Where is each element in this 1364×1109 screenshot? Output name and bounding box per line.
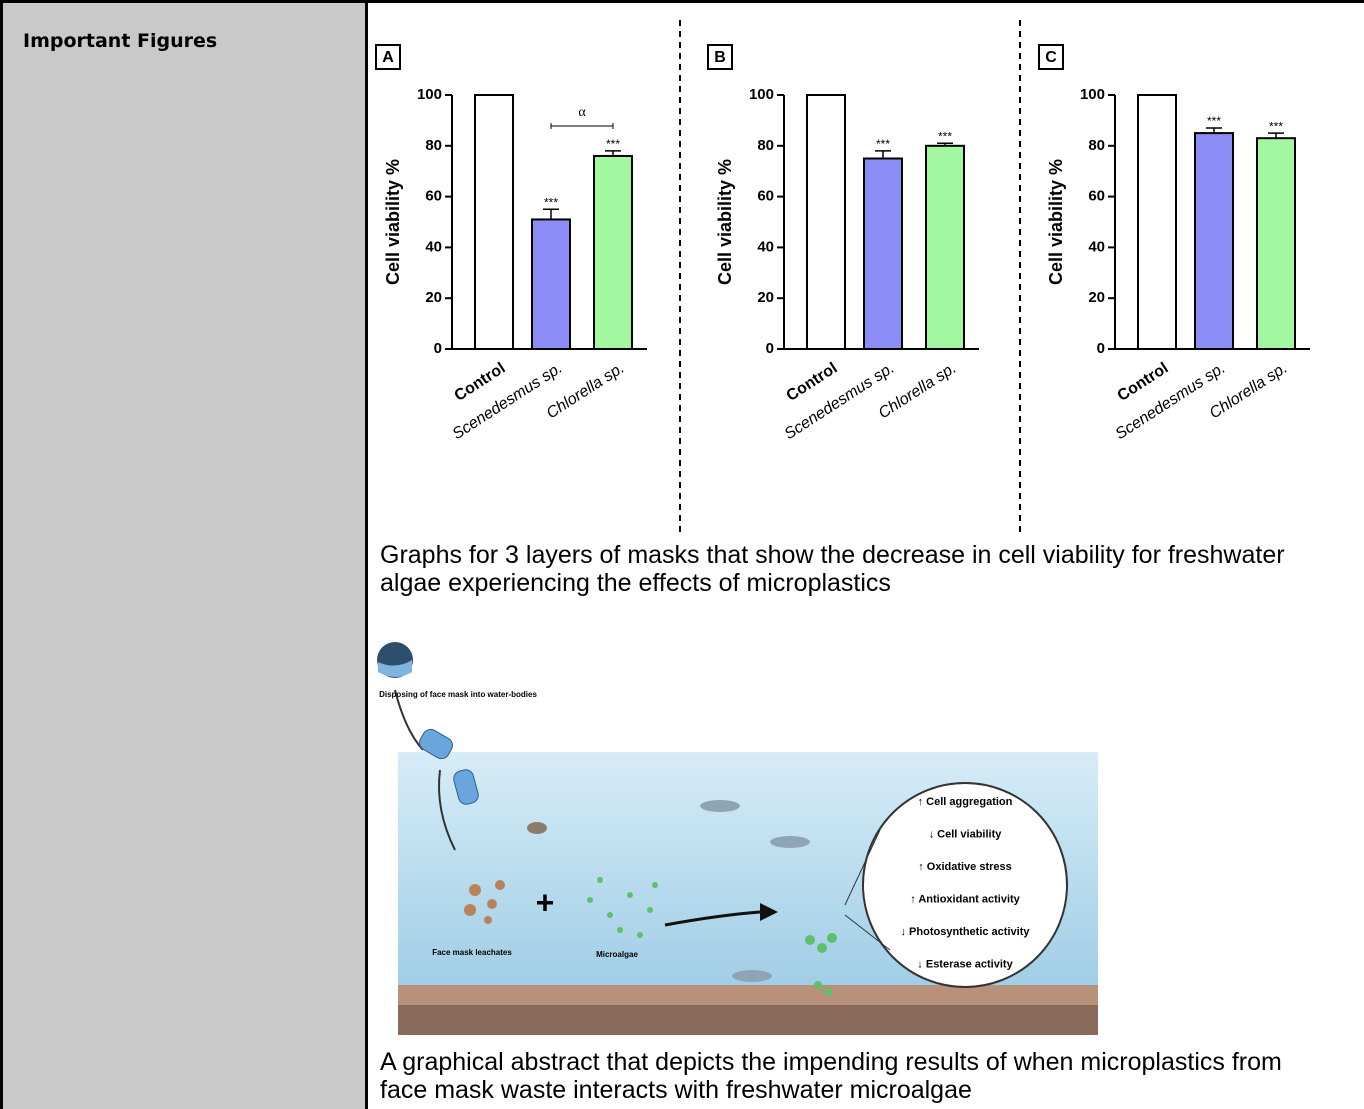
y-tick-label: 100 xyxy=(417,86,442,103)
y-tick-label: 100 xyxy=(1080,86,1105,103)
error-bar xyxy=(543,209,559,219)
abstract-text: Face mask leachates xyxy=(432,948,512,957)
y-tick-label: 0 xyxy=(1097,340,1105,357)
y-tick-label: 20 xyxy=(425,289,442,306)
bar xyxy=(1195,133,1233,349)
y-tick-label: 0 xyxy=(766,340,774,357)
bracket-label: α xyxy=(578,105,586,120)
y-tick-label: 80 xyxy=(425,137,442,154)
panel-label: C xyxy=(1045,49,1057,66)
significance: *** xyxy=(544,195,558,209)
error-bar xyxy=(875,151,891,159)
y-tick-label: 80 xyxy=(1088,137,1105,154)
bracket xyxy=(551,123,613,129)
effect: ↑ Cell aggregation xyxy=(918,796,1013,808)
x-tick-label: Scenedesmus sp. xyxy=(782,360,898,444)
significance: *** xyxy=(938,129,952,143)
bar xyxy=(475,95,513,349)
y-tick-label: 20 xyxy=(757,289,774,306)
y-tick-label: 40 xyxy=(1088,238,1105,255)
abstract-text: Microalgae xyxy=(596,950,638,959)
y-axis-label: Cell viability % xyxy=(383,159,403,285)
bar xyxy=(864,159,902,350)
abstract-text: Disposing of face mask into water-bodies xyxy=(379,690,537,699)
y-tick-label: 60 xyxy=(1088,188,1105,205)
significance: *** xyxy=(1207,114,1221,128)
y-tick-label: 0 xyxy=(434,340,442,357)
effect: ↓ Photosynthetic activity xyxy=(901,926,1031,938)
significance: *** xyxy=(1269,119,1283,133)
significance: *** xyxy=(606,137,620,151)
x-tick-label: Scenedesmus sp. xyxy=(450,360,566,444)
y-tick-label: 40 xyxy=(757,238,774,255)
y-tick-label: 60 xyxy=(757,188,774,205)
effect: ↓ Cell viability xyxy=(929,828,1003,840)
bar xyxy=(807,95,845,349)
bar xyxy=(1257,138,1295,349)
figures: ACell viability %020406080100Control***S… xyxy=(0,0,1364,1109)
bar xyxy=(532,219,570,349)
y-tick-label: 60 xyxy=(425,188,442,205)
bar xyxy=(926,146,964,349)
abstract-text: + xyxy=(536,884,555,920)
y-tick-label: 40 xyxy=(425,238,442,255)
y-axis-label: Cell viability % xyxy=(715,159,735,285)
panel-label: A xyxy=(382,49,394,66)
effect: ↑ Antioxidant activity xyxy=(910,893,1020,905)
y-tick-label: 80 xyxy=(757,137,774,154)
effect: ↑ Oxidative stress xyxy=(918,861,1012,873)
page: Important Figures Graphs for 3 layers of… xyxy=(0,0,1364,1109)
bar xyxy=(1138,95,1176,349)
x-tick-label: Scenedesmus sp. xyxy=(1113,360,1229,444)
y-axis-label: Cell viability % xyxy=(1046,159,1066,285)
y-tick-label: 100 xyxy=(749,86,774,103)
effect: ↓ Esterase activity xyxy=(917,958,1013,970)
y-tick-label: 20 xyxy=(1088,289,1105,306)
bar xyxy=(594,156,632,349)
significance: *** xyxy=(876,137,890,151)
panel-label: B xyxy=(714,49,726,66)
